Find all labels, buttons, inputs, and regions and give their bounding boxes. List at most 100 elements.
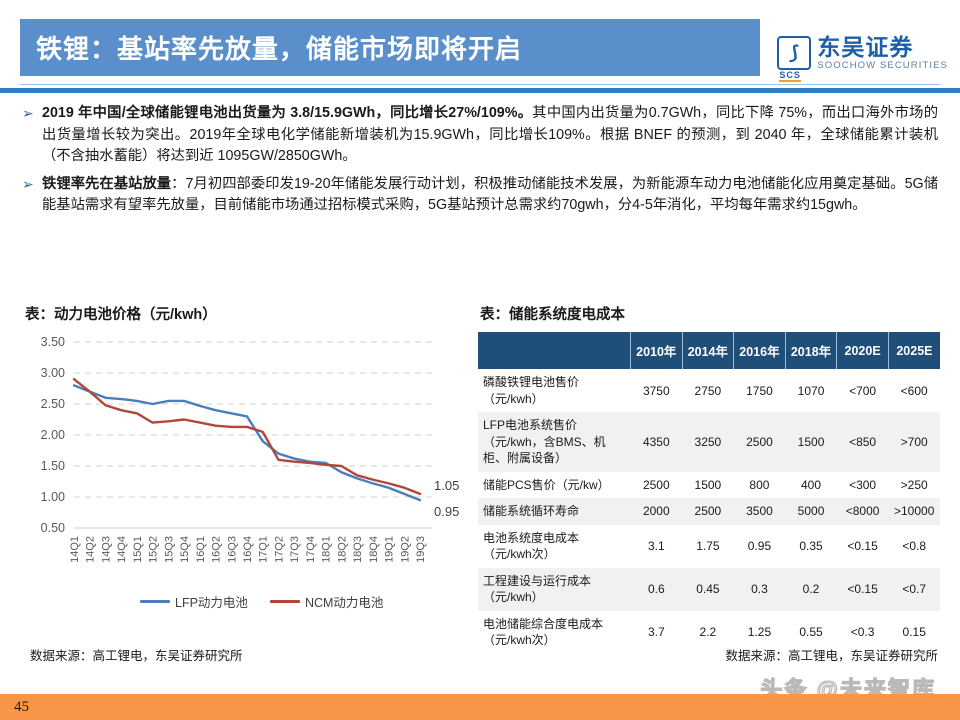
x-axis-tick: 14Q1 [69, 536, 81, 563]
header-divider [0, 88, 960, 93]
table-cell: <300 [836, 471, 889, 498]
footer-bar [0, 694, 960, 720]
table-body: 磷酸铁锂电池售价 （元/kwh） 3750 2750 1750 1070 <700 <600 L… [478, 369, 940, 654]
x-axis-tick: 14Q3 [100, 536, 112, 563]
bullet-rest: 其中国内出货量为0.7GWh，同比下降 75%，而出口海外市场的出货量增长较为突… [42, 105, 938, 164]
x-axis-tick: 16Q3 [226, 536, 238, 563]
logo-company-cn: 东吴证券 [817, 33, 914, 60]
x-axis-tick: 18Q3 [352, 536, 364, 563]
table-head: 2010年 2014年 2016年 2018年 2020E 2025E [478, 332, 940, 369]
legend-swatch-lfp [140, 600, 170, 603]
chart-caption: 表：动力电池价格（元/kwh） [25, 307, 217, 323]
table-cell: 0.6 [630, 567, 683, 611]
y-axis-tick: 3.00 [41, 366, 65, 380]
table-row: 储能系统循环寿命 2000 2500 3500 5000 <8000 >10000 [478, 498, 940, 525]
row-label: 电池储能综合度电成本 （元/kwh次） [478, 610, 631, 654]
table-cell: 1500 [785, 412, 837, 472]
table-header-row: 2010年 2014年 2016年 2018年 2020E 2025E [478, 332, 940, 369]
datapoint-label-lfp-end: 0.95 [434, 504, 459, 519]
table-cell: 3.7 [630, 610, 683, 654]
table-cell: >250 [888, 471, 940, 498]
slide-title-bar: 铁锂：基站率先放量，储能市场即将开启 [20, 19, 760, 76]
table-col-header-2014年: 2014年 [682, 332, 735, 369]
legend-item-ncm: NCM动力电池 [269, 592, 384, 611]
table-cell: <8000 [836, 498, 889, 525]
table-cell: 1070 [785, 369, 837, 412]
table-cell: <850 [836, 412, 889, 472]
table-cell: 2.2 [682, 610, 734, 654]
table-cell: 0.95 [733, 524, 786, 568]
y-axis-tick: 2.50 [41, 397, 65, 411]
x-axis-tick: 17Q3 [289, 536, 301, 563]
table-cell: 0.15 [888, 610, 940, 654]
table-caption: 表：储能系统度电成本 [480, 307, 625, 323]
table-cell: 3250 [682, 412, 734, 472]
table-cell: 2500 [630, 471, 683, 498]
table-cell: <700 [836, 369, 889, 412]
table-cell: 3.1 [630, 524, 683, 568]
x-axis-tick: 14Q2 [85, 536, 97, 563]
table-row: 储能PCS售价（元/kw） 2500 1500 800 400 <300 >250 [478, 471, 940, 498]
bullet-lead: 2019 年中国/全球储能锂电池出货量为 3.8/15.9GWh，同比增长27%… [42, 105, 533, 121]
y-axis-tick: 1.00 [41, 490, 65, 504]
table-col-header-2020E: 2020E [836, 332, 889, 369]
x-axis-tick: 18Q1 [321, 536, 333, 563]
x-axis-tick: 16Q2 [211, 536, 223, 563]
bullet-lead: 铁锂率先在基站放量 [42, 175, 172, 192]
table-row: 电池系统度电成本 （元/kwh次） 3.1 1.75 0.95 0.35 <0.15 <0.8 [478, 524, 940, 568]
header-divider-thin [20, 84, 940, 85]
legend-label-ncm: NCM动力电池 [304, 596, 384, 610]
x-axis-tick: 15Q4 [179, 536, 191, 563]
logo-mark-glyph: ⟆ [790, 42, 799, 64]
table-cell: 0.55 [785, 610, 837, 654]
table-cell: <0.15 [836, 524, 889, 568]
table-cell: 2000 [630, 498, 683, 525]
chart-svg: 0.50 1.00 1.50 2.00 2.50 3.00 3.50 14Q1 14Q2 14Q3… [41, 335, 460, 563]
table-row: 磷酸铁锂电池售价 （元/kwh） 3750 2750 1750 1070 <700 <600 [478, 369, 940, 412]
logo-scs-text: SCS [779, 70, 801, 82]
bullet-rest: ：7月初四部委印发19-20年储能发展行动计划，积极推动储能技术发展，为新能源车… [42, 175, 938, 214]
row-label: 电池系统度电成本 （元/kwh次） [478, 524, 631, 568]
chart-line-ncm [72, 378, 422, 496]
table-col-header-label [478, 332, 631, 369]
table-cell: >700 [888, 412, 940, 472]
table-cell: 3500 [733, 498, 786, 525]
chart-line-lfp [72, 384, 422, 502]
table-cell: <0.15 [836, 567, 889, 611]
table-cell: 4350 [630, 412, 683, 472]
table-col-header-2010年: 2010年 [630, 332, 683, 369]
y-axis-tick: 3.50 [41, 335, 65, 349]
table-cell: 2500 [733, 412, 786, 472]
legend-item-lfp: LFP动力电池 [140, 592, 248, 611]
table-cell: 5000 [785, 498, 837, 525]
table-row: LFP电池系统售价 （元/kwh，含BMS、机柜、附属设备） 4350 3250 250… [478, 412, 940, 472]
table-cell: 0.45 [682, 567, 734, 611]
row-label: 储能系统循环寿命 [478, 498, 631, 525]
table-col-header-2016年: 2016年 [733, 332, 786, 369]
page-title: 铁锂：基站率先放量，储能市场即将开启 [36, 34, 523, 64]
chart-legend: LFP动力电池 NCM动力电池 [140, 592, 383, 611]
x-axis-tick: 16Q1 [195, 536, 207, 563]
y-axis-tick: 2.00 [41, 428, 65, 442]
x-axis-tick: 16Q4 [242, 536, 254, 563]
table-cell: <0.3 [836, 610, 889, 654]
bullet-list: ➢ 2019 年中国/全球储能锂电池出货量为 3.8/15.9GWh，同比增长2… [22, 103, 938, 223]
legend-swatch-ncm [269, 600, 300, 603]
x-axis-tick: 17Q1 [258, 536, 270, 563]
table-cell: 800 [733, 471, 786, 498]
table-cell: <600 [888, 369, 940, 412]
datapoint-label-ncm-end: 1.05 [434, 478, 459, 493]
legend-label-lfp: LFP动力电池 [175, 596, 248, 610]
x-axis-tick: 17Q2 [273, 536, 285, 563]
bullet-item: ➢ 2019 年中国/全球储能锂电池出货量为 3.8/15.9GWh，同比增长2… [22, 103, 938, 168]
row-label: LFP电池系统售价 （元/kwh，含BMS、机柜、附属设备） [478, 412, 631, 472]
table-cell: 1.25 [733, 610, 786, 654]
company-logo: ⟆ SCS 东吴证券 SOOCHOW SECURITIES [768, 28, 948, 82]
arrow-bullet-icon: ➢ [22, 105, 34, 121]
table-cell: 1750 [733, 369, 786, 412]
source-note-left: 数据来源：高工锂电，东吴证券研究所 [30, 649, 243, 663]
x-axis-tick: 18Q4 [368, 536, 380, 563]
x-axis-tick: 15Q2 [148, 536, 160, 563]
table-cell: 0.3 [733, 567, 786, 611]
logo-company-en: SOOCHOW SECURITIES [817, 59, 948, 71]
